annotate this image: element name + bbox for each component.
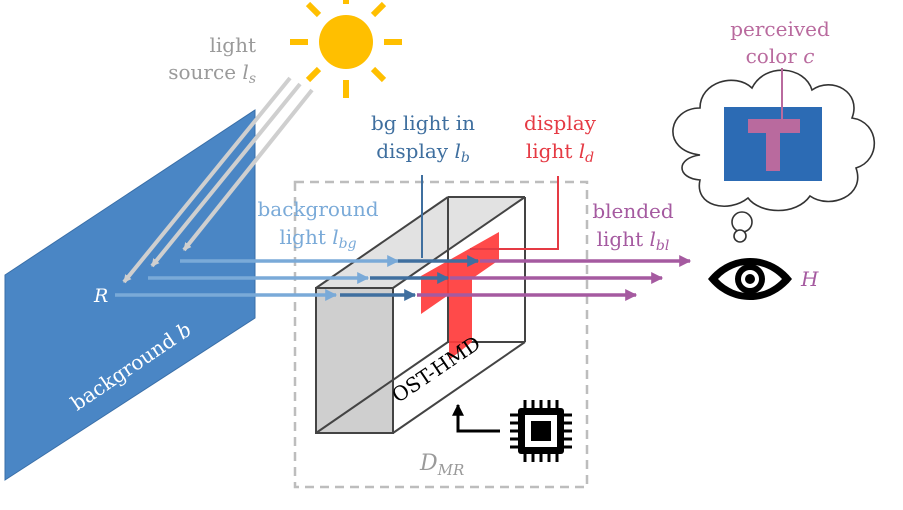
- sun-icon: [290, 0, 402, 98]
- bg-light-display-label: bg light in display lb: [371, 111, 475, 166]
- svg-text:display: display: [524, 111, 597, 135]
- blended-light-rays: [417, 255, 692, 301]
- perceived-t-shape: [748, 119, 800, 171]
- ost-hmd-device: [315, 196, 526, 434]
- svg-text:light lbg: light lbg: [279, 225, 356, 252]
- svg-text:blended: blended: [592, 199, 674, 223]
- svg-text:display lb: display lb: [376, 139, 470, 166]
- svg-text:light ld: light ld: [526, 139, 594, 166]
- display-light-label: display light ld: [524, 111, 597, 166]
- mr-system-label: DMR: [419, 451, 464, 479]
- light-source-label: light source ls: [168, 33, 256, 87]
- background-light-label: background light lbg: [257, 197, 378, 252]
- device-label: OST-HMD: [387, 331, 485, 408]
- svg-text:source ls: source ls: [168, 60, 256, 87]
- svg-text:light: light: [209, 33, 256, 57]
- svg-text:background: background: [257, 197, 378, 221]
- svg-text:bg light in: bg light in: [371, 111, 475, 135]
- perceived-color-label: perceived color c: [730, 17, 830, 68]
- background-light-rays: [115, 255, 400, 301]
- blended-light-label: blended light lbl: [592, 199, 674, 254]
- eye-icon: [708, 258, 792, 300]
- human-label: H: [800, 267, 819, 291]
- light-source-rays: [122, 76, 314, 284]
- reflect-label: R: [93, 285, 108, 307]
- processor-chip-icon: [510, 400, 572, 462]
- svg-text:color c: color c: [746, 44, 815, 68]
- mr-system-box: [293, 180, 589, 489]
- bg-light-display-rays: [340, 255, 480, 301]
- svg-text:perceived: perceived: [730, 17, 830, 41]
- svg-text:light lbl: light lbl: [597, 227, 670, 254]
- processor-arrow: [452, 403, 500, 433]
- display-light-callout: [470, 176, 559, 250]
